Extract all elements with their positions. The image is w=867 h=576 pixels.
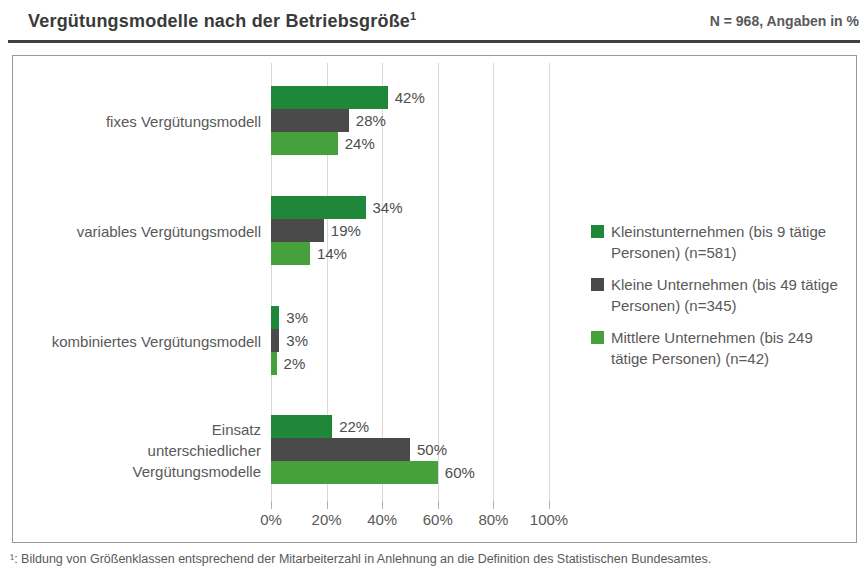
legend-swatch-icon [591,278,604,291]
legend-label: Kleinstunternehmen (bis 9 tätige Persone… [611,221,849,263]
bar-value-label: 22% [339,415,369,438]
bar-value-label: 19% [331,219,361,242]
legend-swatch-icon [591,331,604,344]
axis-tick [382,501,383,509]
gridline [549,63,550,501]
bar-value-label: 42% [395,86,425,109]
bar [271,461,438,484]
axis-tick [327,501,328,509]
axis-tick-label: 40% [354,511,410,528]
bar [271,219,324,242]
bar-value-label: 2% [284,352,306,375]
bar [271,196,366,219]
legend-item: Kleinstunternehmen (bis 9 tätige Persone… [591,221,849,263]
bar [271,329,279,352]
bar [271,109,349,132]
page-title: Vergütungsmodelle nach der Betriebsgröße… [28,10,416,32]
bar [271,306,279,329]
legend-label: Kleine Unternehmen (bis 49 tätige Person… [611,274,849,316]
bar-value-label: 50% [417,438,447,461]
legend-item: Mittlere Unternehmen (bis 249 tätige Per… [591,327,849,369]
legend-swatch-icon [591,225,604,238]
category-label: variables Vergütungsmodell [21,220,261,241]
page: Vergütungsmodelle nach der Betriebsgröße… [0,0,867,576]
bar [271,352,277,375]
axis-tick [493,501,494,509]
bar [271,242,310,265]
bar-value-label: 14% [317,242,347,265]
bar [271,132,338,155]
bar-value-label: 3% [286,329,308,352]
axis-tick [549,501,550,509]
bar-value-label: 28% [356,109,386,132]
footnote: ¹: Bildung von Größenklassen entsprechen… [10,552,711,566]
bar-value-label: 24% [345,132,375,155]
axis-tick-label: 80% [465,511,521,528]
header-divider [8,40,860,43]
axis-tick-label: 60% [410,511,466,528]
sample-size-note: N = 968, Angaben in % [710,13,859,29]
category-label: fixes Vergütungsmodell [21,110,261,131]
bar-value-label: 3% [286,306,308,329]
bar-value-label: 34% [373,196,403,219]
bar [271,438,410,461]
axis-tick [438,501,439,509]
bar [271,415,332,438]
axis-tick-label: 100% [521,511,577,528]
bar-value-label: 60% [445,461,475,484]
legend-item: Kleine Unternehmen (bis 49 tätige Person… [591,274,849,316]
axis-tick [271,501,272,509]
page-title-text: Vergütungsmodelle nach der Betriebsgröße [28,11,410,31]
page-title-footnote-marker: 1 [410,10,416,22]
gridline [493,63,494,501]
category-label: kombiniertes Vergütungsmodell [21,330,261,351]
axis-tick-label: 0% [243,511,299,528]
chart-area: Kleinstunternehmen (bis 9 tätige Persone… [12,55,857,543]
chart-legend: Kleinstunternehmen (bis 9 tätige Persone… [591,221,849,380]
category-label: Einsatz unterschiedlicher Vergütungsmode… [21,418,261,481]
legend-label: Mittlere Unternehmen (bis 249 tätige Per… [611,327,849,369]
axis-tick-label: 20% [299,511,355,528]
gridline [438,63,439,501]
bar [271,86,388,109]
